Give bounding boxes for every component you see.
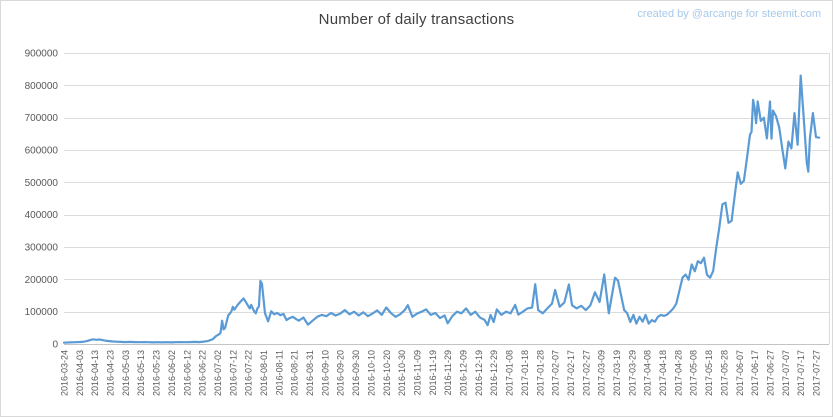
y-tick-label: 0 bbox=[52, 340, 58, 351]
x-tick-label: 2016-04-13 bbox=[90, 350, 100, 396]
x-tick-label: 2017-01-18 bbox=[520, 350, 530, 396]
y-axis-labels: 0 100000 200000 300000 400000 500000 600000 700… bbox=[25, 49, 59, 351]
x-tick-label: 2016-07-12 bbox=[228, 350, 238, 396]
x-tick-label: 2017-07-07 bbox=[781, 350, 791, 396]
x-tick-label: 2016-06-22 bbox=[198, 350, 208, 396]
x-tick-label: 2016-06-12 bbox=[182, 350, 192, 396]
x-tick-label: 2017-05-18 bbox=[704, 350, 714, 396]
y-tick-label: 100000 bbox=[25, 307, 59, 318]
y-tick-label: 900000 bbox=[25, 49, 59, 60]
data-line-daily-transactions bbox=[62, 74, 821, 344]
x-tick-label: 2017-02-27 bbox=[581, 350, 591, 396]
x-tick-label: 2016-05-03 bbox=[121, 350, 131, 396]
x-tick-label: 2016-05-13 bbox=[136, 350, 146, 396]
x-tick-label: 2016-11-09 bbox=[412, 350, 422, 395]
x-tick-label: 2016-04-03 bbox=[75, 350, 85, 396]
x-tick-label: 2016-10-20 bbox=[382, 350, 392, 396]
x-tick-label: 2017-06-07 bbox=[735, 350, 745, 396]
x-tick-label: 2017-03-29 bbox=[627, 350, 637, 396]
x-tick-label: 2016-08-31 bbox=[305, 350, 315, 396]
y-tick-label: 500000 bbox=[25, 178, 59, 189]
x-tick-label: 2016-07-22 bbox=[244, 350, 254, 396]
x-tick-label: 2017-01-28 bbox=[535, 350, 545, 396]
x-tick-label: 2016-08-01 bbox=[259, 350, 269, 396]
gridlines bbox=[64, 53, 829, 313]
x-axis-labels: 2016-03-24 2016-04-03 2016-04-13 2016-04-23… bbox=[60, 350, 822, 396]
x-tick-label: 2017-03-09 bbox=[597, 350, 607, 396]
x-tick-label: 2016-09-20 bbox=[336, 350, 346, 396]
x-tick-label: 2017-03-19 bbox=[612, 350, 622, 396]
y-tick-label: 700000 bbox=[25, 113, 59, 124]
x-tick-label: 2017-04-18 bbox=[658, 350, 668, 396]
x-tick-label: 2016-12-19 bbox=[474, 350, 484, 396]
x-tick-label: 2016-06-02 bbox=[167, 350, 177, 396]
x-tick-label: 2016-11-29 bbox=[443, 350, 453, 395]
x-tick-label: 2017-05-08 bbox=[689, 350, 699, 396]
x-tick-label: 2016-10-30 bbox=[397, 350, 407, 396]
chart-title: Number of daily transactions bbox=[318, 11, 515, 28]
x-tick-label: 2017-02-17 bbox=[566, 350, 576, 396]
x-tick-label: 2016-09-10 bbox=[320, 350, 330, 396]
y-tick-label: 800000 bbox=[25, 81, 59, 92]
x-tick-label: 2017-04-08 bbox=[643, 350, 653, 396]
x-tick-label: 2017-02-07 bbox=[551, 350, 561, 396]
x-tick-label: 2016-08-11 bbox=[274, 350, 284, 395]
x-tick-label: 2016-11-19 bbox=[428, 350, 438, 395]
x-tick-label: 2016-05-23 bbox=[152, 350, 162, 396]
credit-text: created by @arcange for steemit.com bbox=[637, 8, 821, 20]
x-tick-label: 2016-08-21 bbox=[290, 350, 300, 396]
x-tick-label: 2017-07-27 bbox=[812, 350, 822, 396]
y-tick-label: 600000 bbox=[25, 146, 59, 157]
y-tick-label: 200000 bbox=[25, 275, 59, 286]
x-tick-label: 2016-09-30 bbox=[351, 350, 361, 396]
x-tick-label: 2016-07-02 bbox=[213, 350, 223, 396]
x-tick-label: 2017-06-17 bbox=[750, 350, 760, 396]
x-tick-label: 2016-12-29 bbox=[489, 350, 499, 396]
x-tick-label: 2017-01-08 bbox=[505, 350, 515, 396]
x-tick-label: 2017-04-28 bbox=[673, 350, 683, 396]
x-tick-label: 2016-10-10 bbox=[366, 350, 376, 396]
x-tick-label: 2016-04-23 bbox=[106, 350, 116, 396]
x-tick-label: 2017-05-28 bbox=[719, 350, 729, 396]
x-tick-label: 2017-07-17 bbox=[796, 350, 806, 396]
x-tick-label: 2016-12-09 bbox=[459, 350, 469, 396]
y-tick-label: 300000 bbox=[25, 243, 59, 254]
x-tick-label: 2016-03-24 bbox=[60, 350, 70, 396]
y-tick-label: 400000 bbox=[25, 210, 59, 221]
x-tick-label: 2017-06-27 bbox=[765, 350, 775, 396]
